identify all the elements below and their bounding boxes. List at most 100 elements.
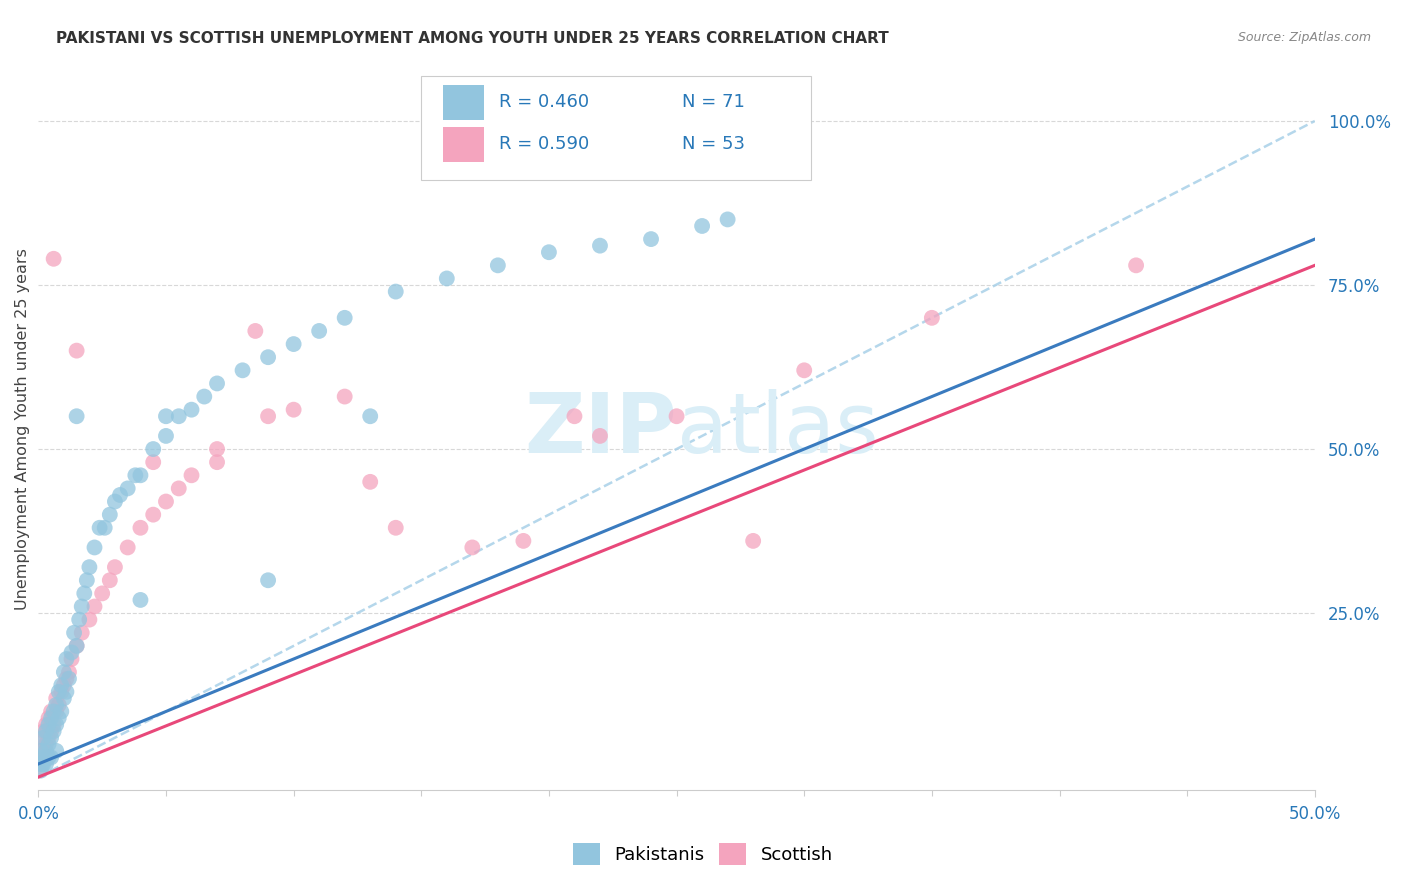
Point xyxy=(564,409,586,424)
Point xyxy=(66,343,89,358)
Point xyxy=(35,744,58,758)
Point xyxy=(45,744,67,758)
Point xyxy=(98,508,121,522)
FancyBboxPatch shape xyxy=(443,127,484,161)
Point xyxy=(79,560,101,574)
Text: R = 0.460: R = 0.460 xyxy=(499,94,589,112)
Text: ZIP: ZIP xyxy=(524,389,676,470)
Point xyxy=(257,350,280,364)
Point xyxy=(66,639,89,653)
Point xyxy=(38,711,60,725)
Point xyxy=(45,717,67,731)
Point xyxy=(205,376,228,391)
Point xyxy=(38,717,60,731)
Point xyxy=(129,468,152,483)
Point xyxy=(308,324,330,338)
Point xyxy=(155,494,177,508)
Point xyxy=(384,285,406,299)
Point xyxy=(48,711,70,725)
Point xyxy=(155,409,177,424)
Point xyxy=(129,521,152,535)
Point xyxy=(98,574,121,588)
Point xyxy=(30,750,52,764)
Point xyxy=(42,724,65,739)
Point xyxy=(1125,258,1147,272)
Point xyxy=(45,705,67,719)
Point xyxy=(55,652,77,666)
Point xyxy=(205,442,228,456)
Point xyxy=(66,409,89,424)
Point xyxy=(205,455,228,469)
Legend: Pakistanis, Scottish: Pakistanis, Scottish xyxy=(565,836,841,872)
Point xyxy=(283,337,305,351)
Point xyxy=(589,429,612,443)
Point xyxy=(117,541,139,555)
Point xyxy=(48,698,70,712)
Text: Source: ZipAtlas.com: Source: ZipAtlas.com xyxy=(1237,31,1371,45)
Point xyxy=(793,363,815,377)
Point xyxy=(35,717,58,731)
Point xyxy=(39,731,62,745)
Point xyxy=(117,482,139,496)
Point xyxy=(32,731,55,745)
Point xyxy=(32,724,55,739)
Point xyxy=(30,731,52,745)
Point xyxy=(167,482,190,496)
Point xyxy=(30,744,52,758)
Point xyxy=(51,678,73,692)
Point xyxy=(257,574,280,588)
Point xyxy=(333,310,356,325)
Point xyxy=(717,212,740,227)
Point xyxy=(640,232,662,246)
Point xyxy=(51,705,73,719)
Point xyxy=(665,409,688,424)
Point xyxy=(384,521,406,535)
Point xyxy=(104,494,127,508)
Point xyxy=(52,691,75,706)
Point xyxy=(124,468,146,483)
Point xyxy=(60,652,83,666)
Point xyxy=(333,390,356,404)
Point xyxy=(32,744,55,758)
Point xyxy=(180,468,202,483)
Point xyxy=(52,678,75,692)
Point xyxy=(38,731,60,745)
Point xyxy=(359,475,381,489)
Point xyxy=(55,672,77,686)
Point xyxy=(461,541,484,555)
Point xyxy=(35,724,58,739)
Point xyxy=(31,756,53,771)
Point xyxy=(39,750,62,764)
Point xyxy=(690,219,713,233)
Point xyxy=(79,613,101,627)
Point xyxy=(42,252,65,266)
Text: atlas: atlas xyxy=(676,389,879,470)
Point xyxy=(60,645,83,659)
Point xyxy=(66,639,89,653)
Point xyxy=(232,363,254,377)
Point xyxy=(42,705,65,719)
Point xyxy=(76,574,98,588)
Point xyxy=(30,764,52,778)
Point xyxy=(193,390,215,404)
Point xyxy=(129,593,152,607)
Point xyxy=(83,541,105,555)
Point xyxy=(73,586,96,600)
Point xyxy=(39,705,62,719)
Point xyxy=(28,756,51,771)
Point xyxy=(283,402,305,417)
Point xyxy=(52,665,75,679)
Point xyxy=(91,586,114,600)
Point xyxy=(142,442,165,456)
Point xyxy=(167,409,190,424)
Text: R = 0.590: R = 0.590 xyxy=(499,136,589,153)
FancyBboxPatch shape xyxy=(422,76,811,180)
Text: PAKISTANI VS SCOTTISH UNEMPLOYMENT AMONG YOUTH UNDER 25 YEARS CORRELATION CHART: PAKISTANI VS SCOTTISH UNEMPLOYMENT AMONG… xyxy=(56,31,889,46)
Point xyxy=(58,672,80,686)
Point xyxy=(55,685,77,699)
Point xyxy=(35,756,58,771)
Point xyxy=(104,560,127,574)
Point xyxy=(39,711,62,725)
Point xyxy=(35,737,58,751)
Point xyxy=(32,756,55,771)
